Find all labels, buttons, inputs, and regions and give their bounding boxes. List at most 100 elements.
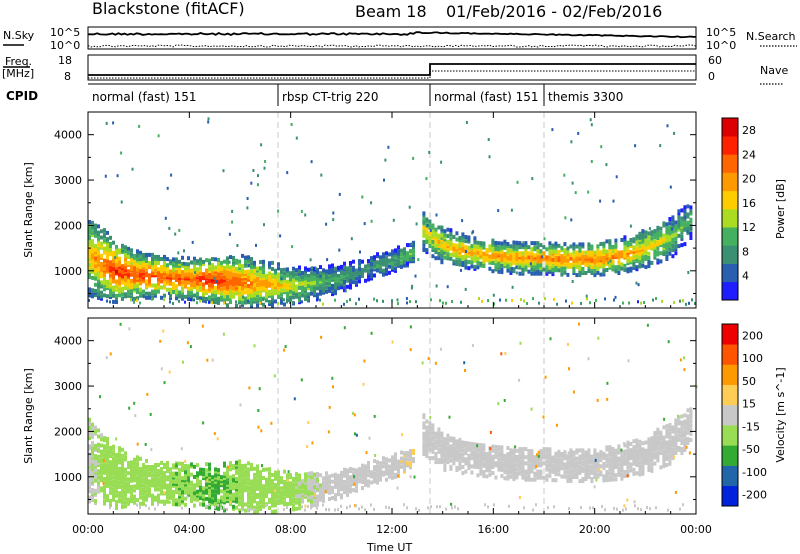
range-cell <box>509 266 513 271</box>
range-cell <box>428 421 432 426</box>
range-cell <box>256 282 259 287</box>
range-cell <box>608 459 612 464</box>
range-cell <box>307 486 310 491</box>
range-cell <box>554 241 558 246</box>
range-cell <box>124 282 127 286</box>
range-cell <box>217 490 220 495</box>
range-cell <box>274 270 277 275</box>
range-cell <box>136 469 139 474</box>
range-cell <box>100 443 103 448</box>
range-cell <box>560 452 564 456</box>
range-cell <box>211 281 214 286</box>
range-cell <box>414 274 417 278</box>
range-cell <box>94 289 97 293</box>
range-cell <box>617 260 621 265</box>
range-cell <box>494 251 498 256</box>
range-cell <box>118 497 121 502</box>
range-cell <box>623 263 627 268</box>
range-cell <box>608 467 612 472</box>
range-cell <box>602 247 606 252</box>
range-cell <box>244 290 247 295</box>
range-cell <box>599 272 603 277</box>
range-cell <box>464 239 468 244</box>
range-cell <box>446 235 449 239</box>
range-cell <box>465 121 468 124</box>
range-cell <box>139 291 142 296</box>
range-cell <box>136 249 139 254</box>
range-cell <box>274 487 277 491</box>
range-cell <box>683 215 687 220</box>
range-cell <box>175 269 178 274</box>
range-cell <box>253 260 256 265</box>
range-cell <box>334 289 337 294</box>
range-cell <box>277 280 280 285</box>
range-cell <box>440 254 444 259</box>
range-cell <box>392 218 395 222</box>
range-cell <box>309 258 312 262</box>
range-cell <box>608 253 612 258</box>
range-cell <box>626 465 630 470</box>
range-cell <box>337 273 340 278</box>
range-cell <box>512 458 516 463</box>
range-cell <box>434 439 438 444</box>
range-cell <box>286 273 289 278</box>
range-cell <box>349 283 352 288</box>
freq-panel <box>87 54 697 81</box>
range-cell <box>220 287 223 292</box>
range-cell <box>103 273 106 277</box>
range-cell <box>412 459 415 464</box>
range-cell <box>118 281 121 286</box>
range-cell <box>280 476 283 481</box>
range-cell <box>214 494 217 498</box>
range-cell <box>145 252 148 257</box>
range-cell <box>674 247 678 252</box>
range-cell <box>397 251 400 256</box>
range-cell <box>115 475 118 480</box>
range-cell <box>437 239 441 244</box>
range-cell <box>385 263 388 268</box>
range-cell <box>313 266 316 271</box>
range-cell <box>253 268 256 273</box>
range-cell <box>623 235 627 240</box>
range-cell <box>169 273 172 278</box>
range-cell <box>181 255 184 260</box>
range-cell <box>539 249 543 254</box>
range-cell <box>557 243 561 248</box>
range-cell <box>274 274 277 279</box>
range-cell <box>412 448 415 453</box>
range-cell <box>388 260 391 265</box>
range-cell <box>500 455 504 460</box>
range-cell <box>409 243 412 247</box>
range-cell <box>527 463 531 468</box>
range-cell <box>665 255 669 259</box>
cpid-segments: normal (fast) 151 rbsp CT-trig 220 normal … <box>92 84 623 106</box>
range-cell <box>250 283 253 288</box>
range-cell <box>106 494 109 499</box>
range-cell <box>133 459 136 464</box>
range-cell <box>304 482 307 487</box>
range-cell <box>190 298 192 302</box>
range-cell <box>289 495 292 500</box>
range-cell <box>452 245 456 250</box>
range-cell <box>124 455 127 460</box>
range-cell <box>112 469 115 474</box>
range-cell <box>214 500 217 505</box>
range-cell <box>109 464 112 469</box>
nsearch-trace <box>87 44 697 48</box>
range-cell <box>343 479 346 484</box>
range-cell <box>400 456 403 461</box>
range-cell <box>169 479 172 484</box>
range-cell <box>434 256 438 261</box>
range-cell <box>539 263 543 268</box>
range-cell <box>154 473 157 478</box>
range-cell <box>130 460 133 465</box>
range-cell <box>103 228 106 233</box>
range-cell <box>650 466 654 471</box>
range-cell <box>127 465 130 469</box>
range-cell <box>340 487 343 492</box>
range-cell <box>647 464 651 468</box>
range-cell <box>199 488 202 492</box>
range-cell <box>217 470 220 475</box>
range-cell <box>653 235 657 240</box>
range-cell <box>97 242 100 247</box>
